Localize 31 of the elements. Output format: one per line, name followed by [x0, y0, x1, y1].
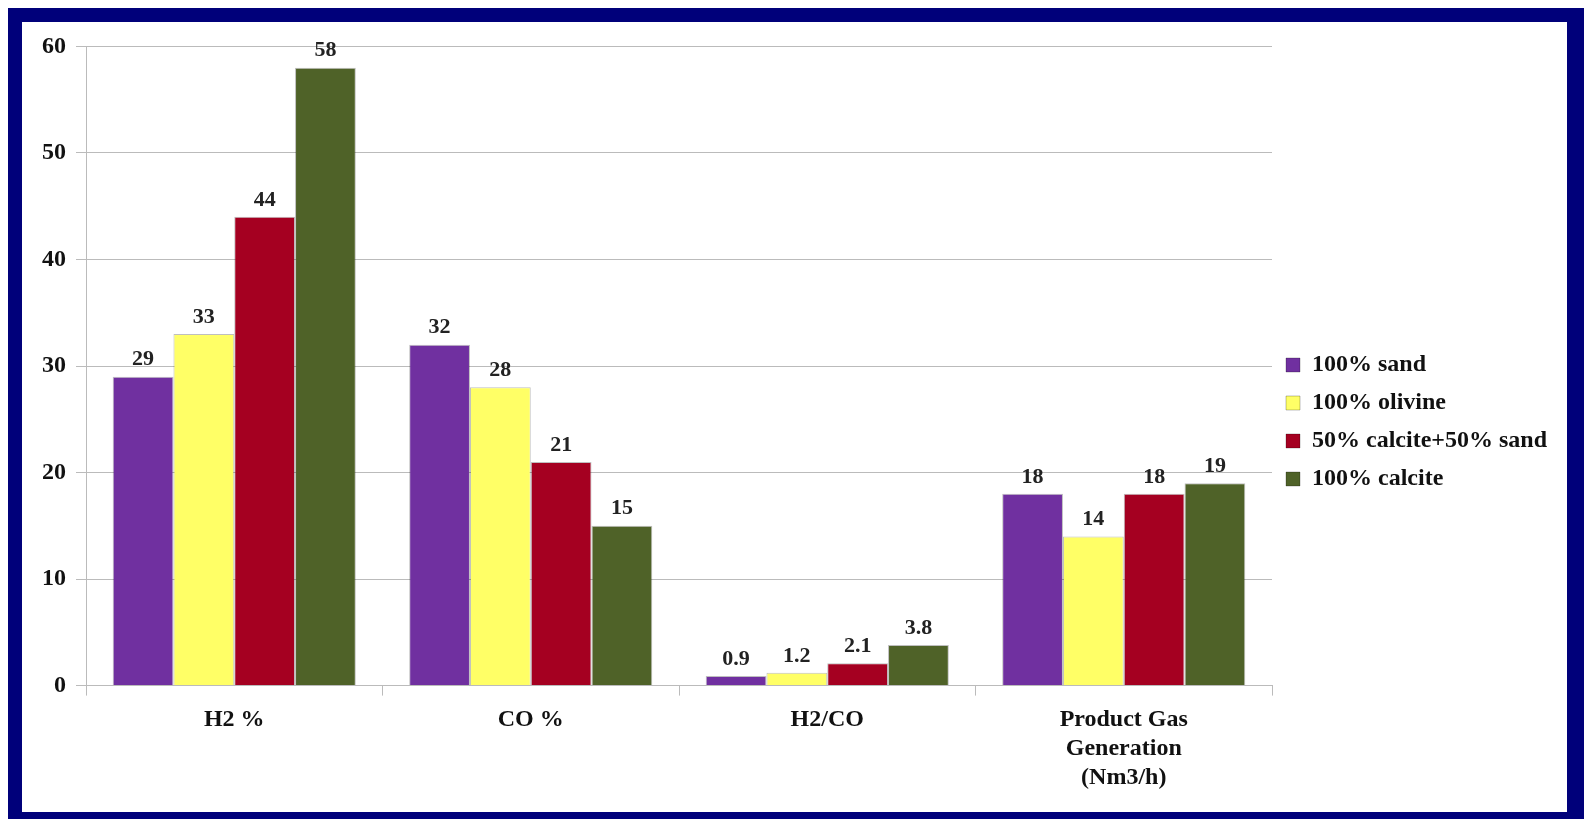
legend-label: 50% calcite+50% sand [1312, 426, 1548, 453]
x-tick-label: Product Gas Generation (Nm3/h) [1059, 705, 1188, 789]
y-tick-label: 20 [42, 457, 66, 484]
x-tick-label: CO % [497, 705, 564, 732]
y-tick-label: 40 [42, 244, 66, 271]
data-label: 32 [428, 313, 451, 339]
data-label: 21 [550, 430, 573, 456]
legend-label: 100% sand [1312, 350, 1427, 377]
data-label: 15 [610, 494, 633, 520]
data-label: 18 [1021, 462, 1044, 488]
data-label: 44 [253, 185, 276, 211]
data-label: 18 [1143, 462, 1166, 488]
data-label: 2.1 [843, 631, 872, 657]
y-tick-label: 60 [42, 31, 66, 58]
data-label: 29 [132, 345, 155, 371]
legend-label: 100% olivine [1312, 388, 1447, 415]
y-tick-label: 10 [42, 564, 66, 591]
x-tick-label: H2 % [203, 705, 265, 732]
data-label: 58 [314, 36, 337, 62]
x-tick-label: H2/CO [790, 705, 864, 732]
data-label: 3.8 [904, 613, 933, 639]
data-label: 33 [192, 302, 215, 328]
data-label: 28 [489, 355, 512, 381]
y-tick-label: 0 [54, 670, 66, 697]
data-label: 1.2 [783, 641, 811, 667]
y-tick-label: 50 [42, 138, 66, 165]
y-tick-label: 30 [42, 351, 66, 378]
data-label: 14 [1082, 505, 1105, 531]
data-label: 0.9 [722, 644, 750, 670]
data-label: 19 [1203, 451, 1226, 477]
legend-label: 100% calcite [1312, 464, 1444, 491]
